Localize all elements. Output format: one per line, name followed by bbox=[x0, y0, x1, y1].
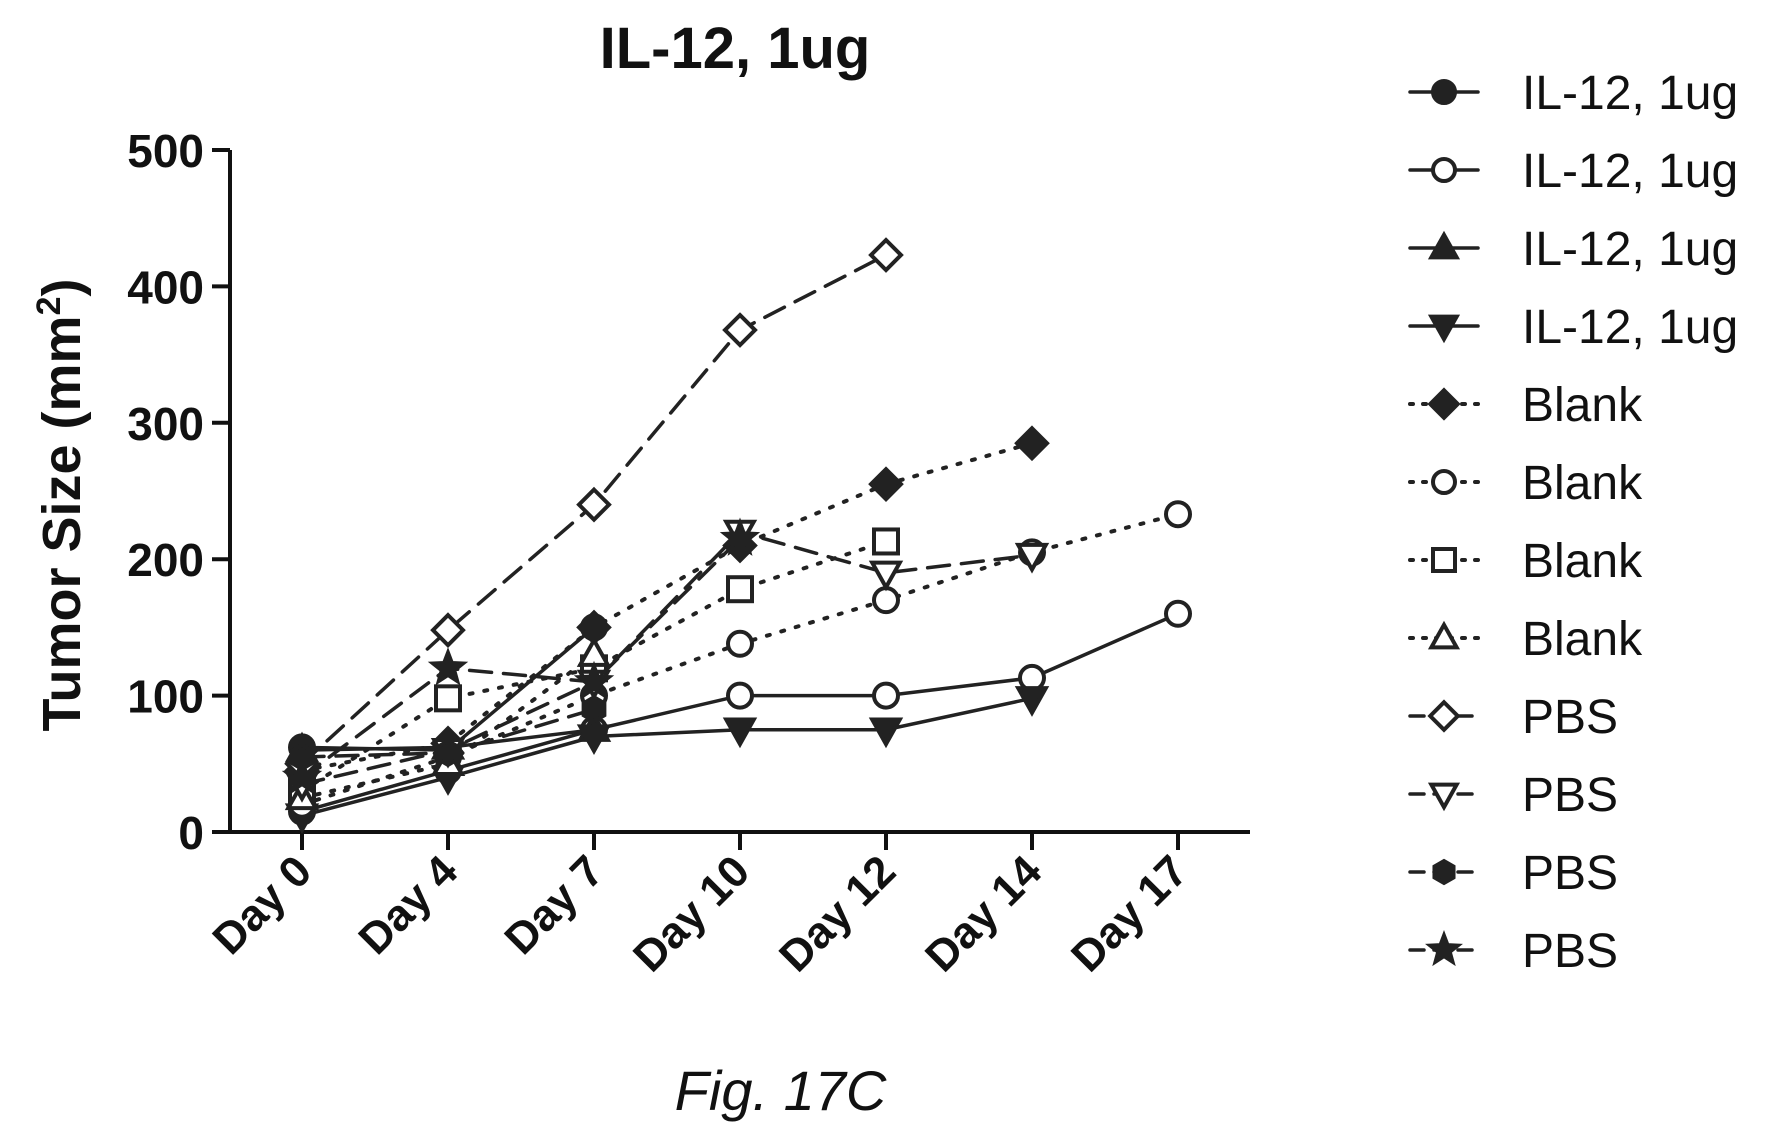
data-point bbox=[726, 575, 754, 604]
legend-entry: IL-12, 1ug bbox=[1408, 301, 1738, 354]
y-tick-label: 300 bbox=[127, 398, 204, 450]
series-11 bbox=[289, 694, 607, 772]
legend-marker bbox=[1427, 314, 1461, 344]
data-point bbox=[430, 612, 466, 648]
data-point bbox=[719, 517, 761, 556]
x-tick-label: Day 0 bbox=[203, 846, 321, 964]
legend-marker bbox=[1427, 699, 1461, 733]
data-point bbox=[726, 681, 754, 710]
legend-marker bbox=[1427, 387, 1461, 421]
legend-label: IL-12, 1ug bbox=[1522, 301, 1738, 354]
legend-entry: IL-12, 1ug bbox=[1408, 67, 1738, 120]
legend-marker bbox=[1427, 620, 1461, 650]
data-point bbox=[872, 527, 900, 556]
x-tick-label: Day 7 bbox=[495, 846, 613, 964]
data-point bbox=[868, 466, 904, 503]
legend-entry: PBS bbox=[1408, 925, 1618, 978]
legend-marker bbox=[1427, 782, 1461, 812]
x-tick-label: Day 10 bbox=[624, 846, 759, 981]
data-point bbox=[434, 684, 462, 713]
legend-entry: Blank bbox=[1408, 379, 1643, 432]
legend-entry: IL-12, 1ug bbox=[1408, 223, 1738, 276]
data-point bbox=[1164, 500, 1192, 529]
y-axis-label-superscript: 2 bbox=[30, 297, 68, 316]
series-line bbox=[300, 529, 1034, 787]
data-point bbox=[868, 717, 904, 749]
legend-label: IL-12, 1ug bbox=[1522, 223, 1738, 276]
legend-marker bbox=[1432, 858, 1456, 886]
series-12 bbox=[281, 517, 761, 795]
legend-marker bbox=[1425, 930, 1463, 967]
series-line bbox=[300, 441, 1034, 773]
x-tick-label: Day 12 bbox=[770, 846, 905, 981]
legend-entry: PBS bbox=[1408, 769, 1618, 822]
legend-label: IL-12, 1ug bbox=[1522, 67, 1738, 120]
data-point bbox=[868, 560, 904, 592]
data-point bbox=[573, 660, 615, 700]
series-10 bbox=[284, 519, 1050, 803]
x-tick-label: Day 14 bbox=[916, 846, 1051, 981]
x-tick-label: Day 17 bbox=[1062, 846, 1197, 981]
series-line bbox=[300, 536, 742, 780]
data-point bbox=[722, 312, 758, 348]
y-tick-label: 0 bbox=[178, 807, 204, 859]
legend-entry: Blank bbox=[1408, 535, 1643, 588]
data-point bbox=[1014, 686, 1050, 717]
legend-label: Blank bbox=[1522, 613, 1643, 666]
data-point bbox=[722, 717, 758, 749]
data-point bbox=[581, 694, 607, 724]
series-line bbox=[300, 539, 888, 794]
legend-label: PBS bbox=[1522, 925, 1618, 978]
legend-entry: PBS bbox=[1408, 691, 1618, 744]
data-point bbox=[281, 756, 323, 795]
series-line bbox=[300, 696, 1034, 818]
data-point bbox=[872, 681, 900, 710]
legend-marker bbox=[1427, 230, 1461, 260]
series-4 bbox=[284, 686, 1050, 835]
legend-label: PBS bbox=[1522, 691, 1618, 744]
data-point bbox=[576, 724, 612, 756]
data-point bbox=[1164, 599, 1192, 628]
chart-title: IL-12, 1ug bbox=[600, 16, 871, 81]
legend-marker bbox=[1431, 547, 1457, 573]
data-point bbox=[726, 629, 754, 658]
data-point bbox=[872, 586, 900, 615]
legend: IL-12, 1ug IL-12, 1ug IL-12, 1ug IL-12, 1ug… bbox=[1408, 67, 1738, 978]
legend-entry: PBS bbox=[1408, 847, 1618, 900]
legend-label: Blank bbox=[1522, 457, 1643, 510]
data-point bbox=[1014, 425, 1050, 462]
legend-label: PBS bbox=[1522, 847, 1618, 900]
legend-label: IL-12, 1ug bbox=[1522, 145, 1738, 198]
y-tick-label: 500 bbox=[127, 125, 204, 177]
legend-entry: Blank bbox=[1408, 613, 1643, 666]
legend-marker bbox=[1431, 79, 1457, 105]
data-point bbox=[576, 486, 612, 523]
plot-area bbox=[281, 237, 1192, 835]
legend-marker bbox=[1431, 157, 1457, 183]
y-tick-label: 100 bbox=[127, 671, 204, 723]
legend-label: Blank bbox=[1522, 379, 1643, 432]
data-point bbox=[435, 738, 461, 768]
legend-label: PBS bbox=[1522, 769, 1618, 822]
data-point bbox=[868, 237, 904, 273]
y-tick-label: 200 bbox=[127, 534, 204, 586]
data-point bbox=[1014, 542, 1050, 574]
x-tick-label: Day 4 bbox=[349, 846, 467, 964]
data-point bbox=[427, 647, 469, 686]
figure-caption: Fig. 17C bbox=[674, 1059, 887, 1122]
legend-entry: Blank bbox=[1408, 457, 1643, 510]
legend-label: Blank bbox=[1522, 535, 1643, 588]
legend-entry: IL-12, 1ug bbox=[1408, 145, 1738, 198]
legend-marker bbox=[1431, 469, 1457, 495]
y-axis-label: Tumor Size (mm2) bbox=[30, 279, 92, 732]
y-tick-label: 400 bbox=[127, 261, 204, 313]
